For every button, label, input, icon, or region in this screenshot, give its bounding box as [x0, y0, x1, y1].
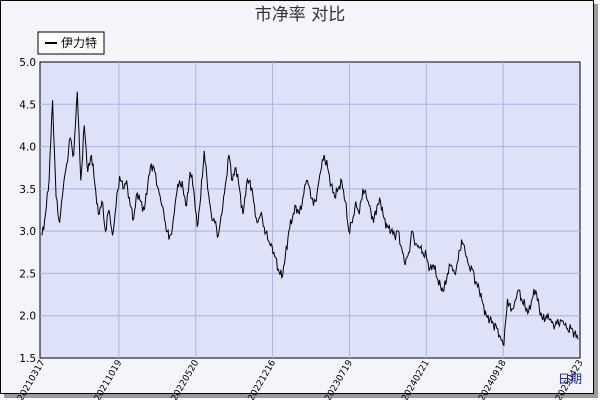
x-tick-label: 20220520 [170, 358, 202, 400]
x-tick-label: 20240221 [400, 359, 432, 400]
y-axis: 1.5 2.0 2.5 3.0 3.5 4.0 4.5 5.0 [19, 57, 36, 365]
y-tick-label: 2.0 [19, 311, 36, 323]
plot-area [39, 61, 581, 359]
x-tick-label: 20211019 [93, 358, 125, 400]
x-tick-label: 20230719 [323, 358, 355, 400]
y-tick-label: 4.5 [19, 99, 36, 111]
y-tick-label: 5.0 [19, 57, 36, 69]
chart-title: 市净率 对比 [255, 5, 345, 25]
y-tick-label: 2.5 [19, 268, 36, 280]
x-axis: 20210317 20211019 20220520 20221216 20230719… [16, 358, 586, 400]
x-tick-label: 20221216 [247, 358, 279, 400]
legend-label-yilite: 伊力特 [61, 35, 97, 50]
y-tick-label: 3.0 [19, 226, 36, 238]
legend[interactable]: 伊力特 [37, 31, 107, 57]
y-tick-label: 4.0 [19, 142, 36, 154]
x-tick-label: 20240918 [477, 358, 509, 400]
x-axis-date-label[interactable]: 日期 [558, 372, 582, 386]
y-tick-label: 1.5 [19, 353, 36, 365]
series-line-yilite [41, 91, 579, 347]
grid-lines [40, 62, 580, 358]
y-tick-label: 3.5 [19, 184, 36, 196]
